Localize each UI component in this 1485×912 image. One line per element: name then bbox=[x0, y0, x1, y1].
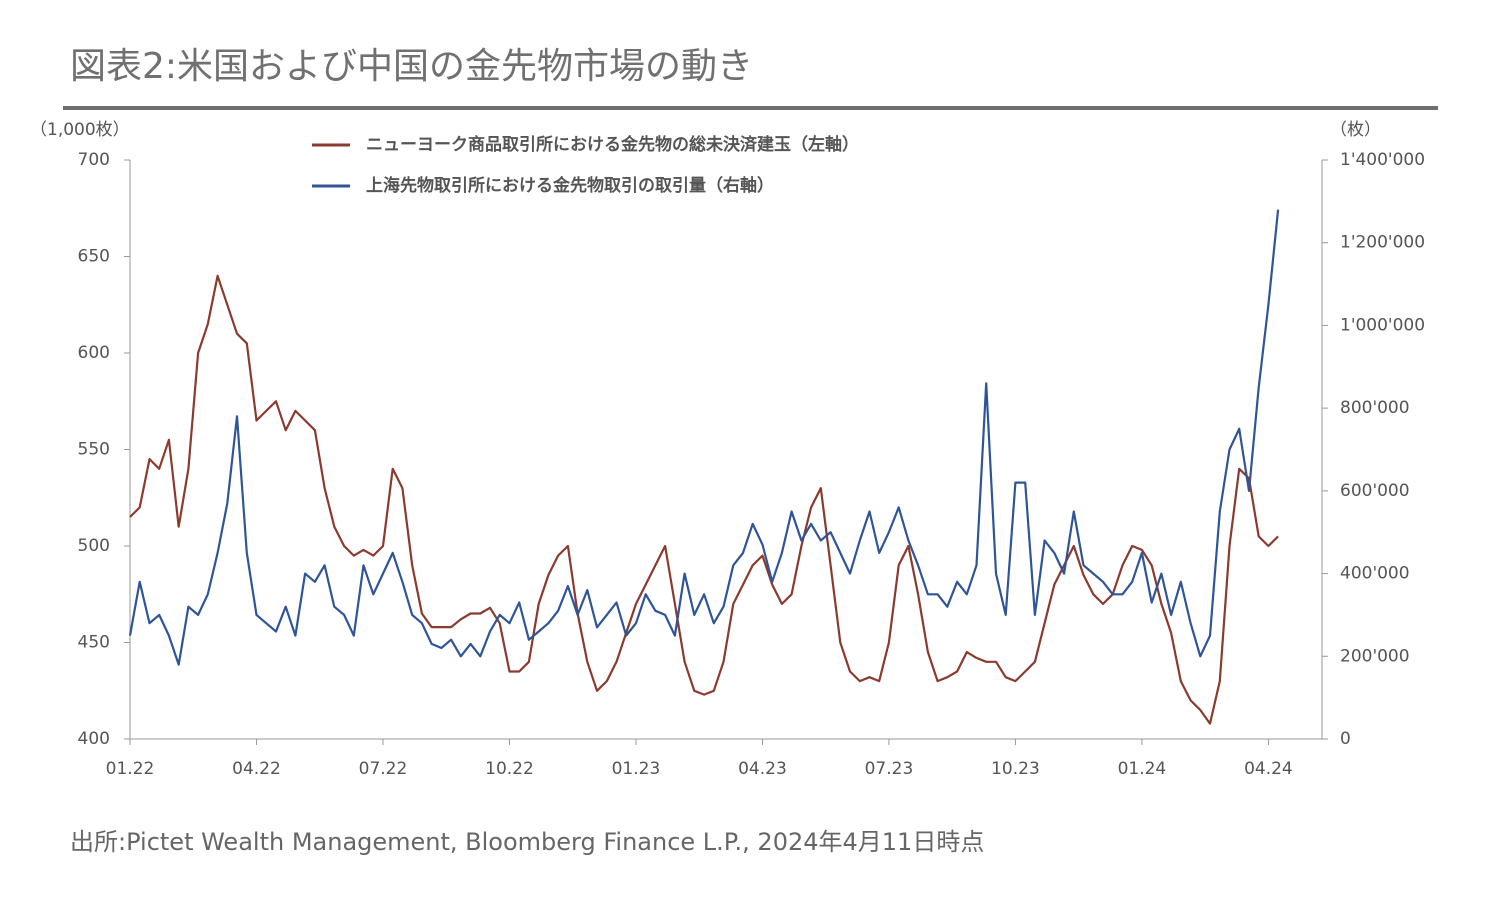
y2-axis-label: （枚） bbox=[1330, 120, 1381, 140]
y2-tick-label: 1'400'000 bbox=[1340, 150, 1425, 170]
legend-label: 上海先物取引所における金先物取引の取引量（右軸） bbox=[366, 175, 774, 196]
y-axis-label: （1,000枚） bbox=[30, 120, 130, 140]
y-tick-label: 500 bbox=[78, 536, 110, 556]
x-tick-label: 04.22 bbox=[232, 759, 281, 779]
chart-title: 図表2:米国および中国の金先物市場の動き bbox=[70, 46, 753, 87]
y2-tick-label: 600'000 bbox=[1340, 481, 1410, 501]
y2-tick-label: 0 bbox=[1340, 729, 1351, 749]
y2-tick-label: 1'200'000 bbox=[1340, 233, 1425, 253]
y-tick-label: 450 bbox=[78, 633, 110, 653]
y2-tick-label: 200'000 bbox=[1340, 646, 1410, 666]
y-tick-label: 550 bbox=[78, 440, 110, 460]
y2-tick-label: 800'000 bbox=[1340, 398, 1410, 418]
legend-label: ニューヨーク商品取引所における金先物の総未決済建玉（左軸） bbox=[366, 134, 859, 155]
y-tick-label: 600 bbox=[78, 343, 110, 363]
x-tick-label: 04.23 bbox=[738, 759, 787, 779]
source: 出所:Pictet Wealth Management, Bloomberg F… bbox=[70, 828, 984, 856]
series-line bbox=[128, 209, 1280, 666]
x-tick-label: 10.22 bbox=[485, 759, 534, 779]
x-tick-label: 01.22 bbox=[106, 759, 155, 779]
x-tick-label: 07.23 bbox=[865, 759, 914, 779]
x-tick-label: 10.23 bbox=[991, 759, 1040, 779]
y-tick-label: 650 bbox=[78, 247, 110, 267]
y-tick-label: 400 bbox=[78, 729, 110, 749]
y2-tick-label: 1'000'000 bbox=[1340, 315, 1425, 335]
y-tick-label: 700 bbox=[78, 150, 110, 170]
x-tick-label: 07.22 bbox=[359, 759, 408, 779]
x-tick-label: 04.24 bbox=[1244, 759, 1293, 779]
x-tick-label: 01.23 bbox=[612, 759, 661, 779]
y2-tick-label: 400'000 bbox=[1340, 564, 1410, 584]
x-tick-label: 01.24 bbox=[1118, 759, 1167, 779]
series-line bbox=[129, 274, 1279, 725]
